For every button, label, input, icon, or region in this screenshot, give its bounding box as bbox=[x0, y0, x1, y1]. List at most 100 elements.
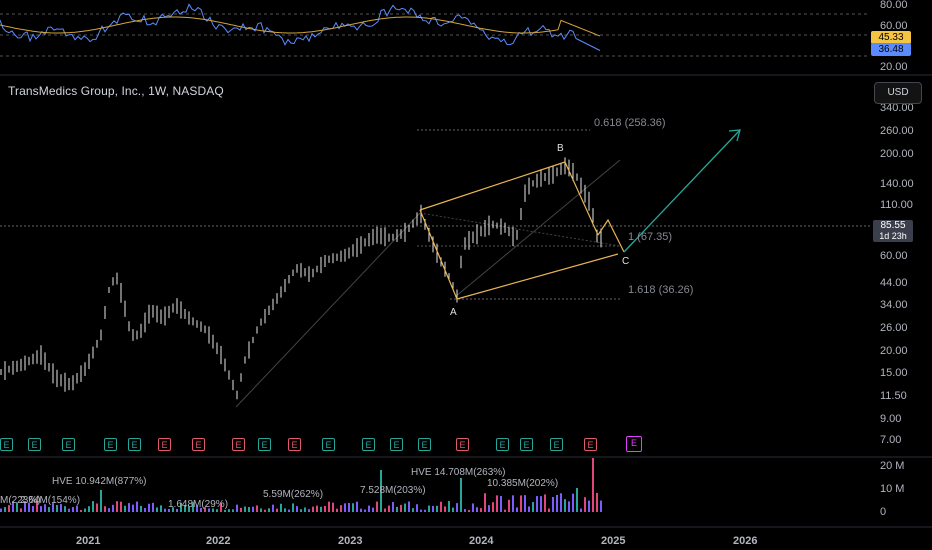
currency-button[interactable]: USD bbox=[874, 82, 922, 104]
volume-bar bbox=[460, 478, 462, 512]
volume-bar bbox=[356, 501, 358, 512]
rsi-tick: 20.00 bbox=[880, 61, 908, 73]
earnings-badge[interactable]: E bbox=[28, 438, 41, 451]
price-axis: 340.00 260.00 200.00 140.00 110.00 60.00… bbox=[880, 102, 914, 446]
price-tick: 44.00 bbox=[880, 277, 908, 289]
volume-bar bbox=[560, 493, 562, 512]
volume-bar bbox=[412, 508, 414, 512]
volume-bar bbox=[588, 500, 590, 512]
volume-bar bbox=[260, 508, 262, 512]
volume-bar bbox=[296, 506, 298, 512]
volume-bar bbox=[496, 495, 498, 512]
price-tick: 26.00 bbox=[880, 322, 908, 334]
volume-bar bbox=[372, 507, 374, 512]
earnings-badge[interactable]: E bbox=[128, 438, 141, 451]
vol-label: 5.59M(262%) bbox=[263, 489, 323, 500]
volume-bar bbox=[156, 507, 158, 512]
earnings-badge[interactable]: E bbox=[456, 438, 469, 451]
volume-bar bbox=[136, 501, 138, 512]
time-axis: 2021 2022 2023 2024 2025 2026 bbox=[76, 535, 757, 547]
earnings-badge[interactable]: E bbox=[158, 438, 171, 451]
earnings-badge[interactable]: E bbox=[322, 438, 335, 451]
volume-bar bbox=[60, 504, 62, 512]
volume-bar bbox=[108, 508, 110, 512]
volume-bar bbox=[432, 505, 434, 512]
earnings-badge[interactable]: E bbox=[258, 438, 271, 451]
volume-bar bbox=[256, 505, 258, 512]
volume-bar bbox=[132, 504, 134, 512]
rsi-value-tag: 36.48 bbox=[871, 43, 911, 56]
rsi-ma-line bbox=[0, 16, 601, 37]
volume-bar bbox=[456, 503, 458, 512]
earnings-badge[interactable]: E bbox=[232, 438, 245, 451]
volume-bar bbox=[204, 507, 206, 512]
volume-bar bbox=[32, 506, 34, 512]
volume-bar bbox=[140, 505, 142, 512]
elliott-channel bbox=[419, 129, 741, 300]
volume-bar bbox=[276, 508, 278, 512]
earnings-badge[interactable]: E bbox=[520, 438, 533, 451]
volume-labels: M(223%) 2.64M(154%) HVE 10.942M(877%) 1.… bbox=[0, 467, 558, 510]
earnings-badge[interactable]: E bbox=[288, 438, 301, 451]
fib-label-mid: 1 (67.35) bbox=[628, 231, 672, 243]
volume-bar bbox=[124, 505, 126, 512]
earnings-badge[interactable]: E bbox=[362, 438, 375, 451]
earnings-badge[interactable]: E bbox=[418, 438, 431, 451]
price-tick: 140.00 bbox=[880, 178, 914, 190]
volume-bar bbox=[324, 506, 326, 512]
volume-bar bbox=[428, 505, 430, 512]
volume-bar bbox=[360, 508, 362, 512]
volume-bar bbox=[176, 508, 178, 512]
volume-bar bbox=[264, 509, 266, 512]
volume-bar bbox=[388, 505, 390, 512]
earnings-badge[interactable]: E bbox=[496, 438, 509, 451]
vol-tick: 20 M bbox=[880, 460, 904, 472]
earnings-badge[interactable]: E bbox=[0, 438, 13, 451]
volume-bar bbox=[364, 509, 366, 512]
volume-bar bbox=[304, 507, 306, 512]
volume-bar bbox=[472, 503, 474, 512]
earnings-badge[interactable]: E bbox=[550, 438, 563, 451]
volume-bar bbox=[404, 503, 406, 512]
volume-bar bbox=[36, 501, 38, 512]
price-tick: 60.00 bbox=[880, 250, 908, 262]
volume-bar bbox=[592, 458, 594, 512]
earnings-badge[interactable]: E bbox=[62, 438, 75, 451]
year-label: 2025 bbox=[601, 535, 625, 547]
earnings-badge[interactable]: E bbox=[390, 438, 403, 451]
volume-bar bbox=[484, 493, 486, 512]
volume-bar bbox=[552, 496, 554, 512]
earnings-badge[interactable]: E bbox=[104, 438, 117, 451]
volume-bar bbox=[508, 499, 510, 512]
price-tick: 200.00 bbox=[880, 148, 914, 160]
rsi-tick-top: 80.00 bbox=[880, 0, 908, 11]
volume-bar bbox=[544, 494, 546, 512]
volume-bar bbox=[600, 500, 602, 512]
price-tick: 20.00 bbox=[880, 345, 908, 357]
vol-label: HVE 10.942M(877%) bbox=[52, 476, 147, 487]
volume-bar bbox=[548, 508, 550, 512]
volume-bar bbox=[208, 508, 210, 512]
volume-bar bbox=[148, 503, 150, 512]
volume-bar bbox=[44, 504, 46, 512]
volume-bar bbox=[96, 503, 98, 512]
volume-bar bbox=[584, 497, 586, 512]
volume-bar bbox=[436, 505, 438, 512]
volume-bar bbox=[556, 494, 558, 512]
earnings-badge[interactable]: E bbox=[626, 436, 642, 452]
volume-bar bbox=[0, 508, 2, 512]
volume-bar bbox=[172, 507, 174, 512]
earnings-badge[interactable]: E bbox=[192, 438, 205, 451]
wave-label-c: C bbox=[622, 256, 629, 267]
volume-bar bbox=[524, 495, 526, 512]
volume-bar bbox=[152, 502, 154, 512]
volume-bar bbox=[120, 501, 122, 512]
volume-bar bbox=[200, 507, 202, 512]
volume-bar bbox=[280, 503, 282, 512]
volume-bar bbox=[416, 504, 418, 512]
year-label: 2022 bbox=[206, 535, 230, 547]
fib-label-top: 0.618 (258.36) bbox=[594, 117, 666, 129]
earnings-badge[interactable]: E bbox=[584, 438, 597, 451]
rsi-ma-value-tag: 45.33 bbox=[871, 31, 911, 44]
volume-bar bbox=[12, 501, 14, 512]
